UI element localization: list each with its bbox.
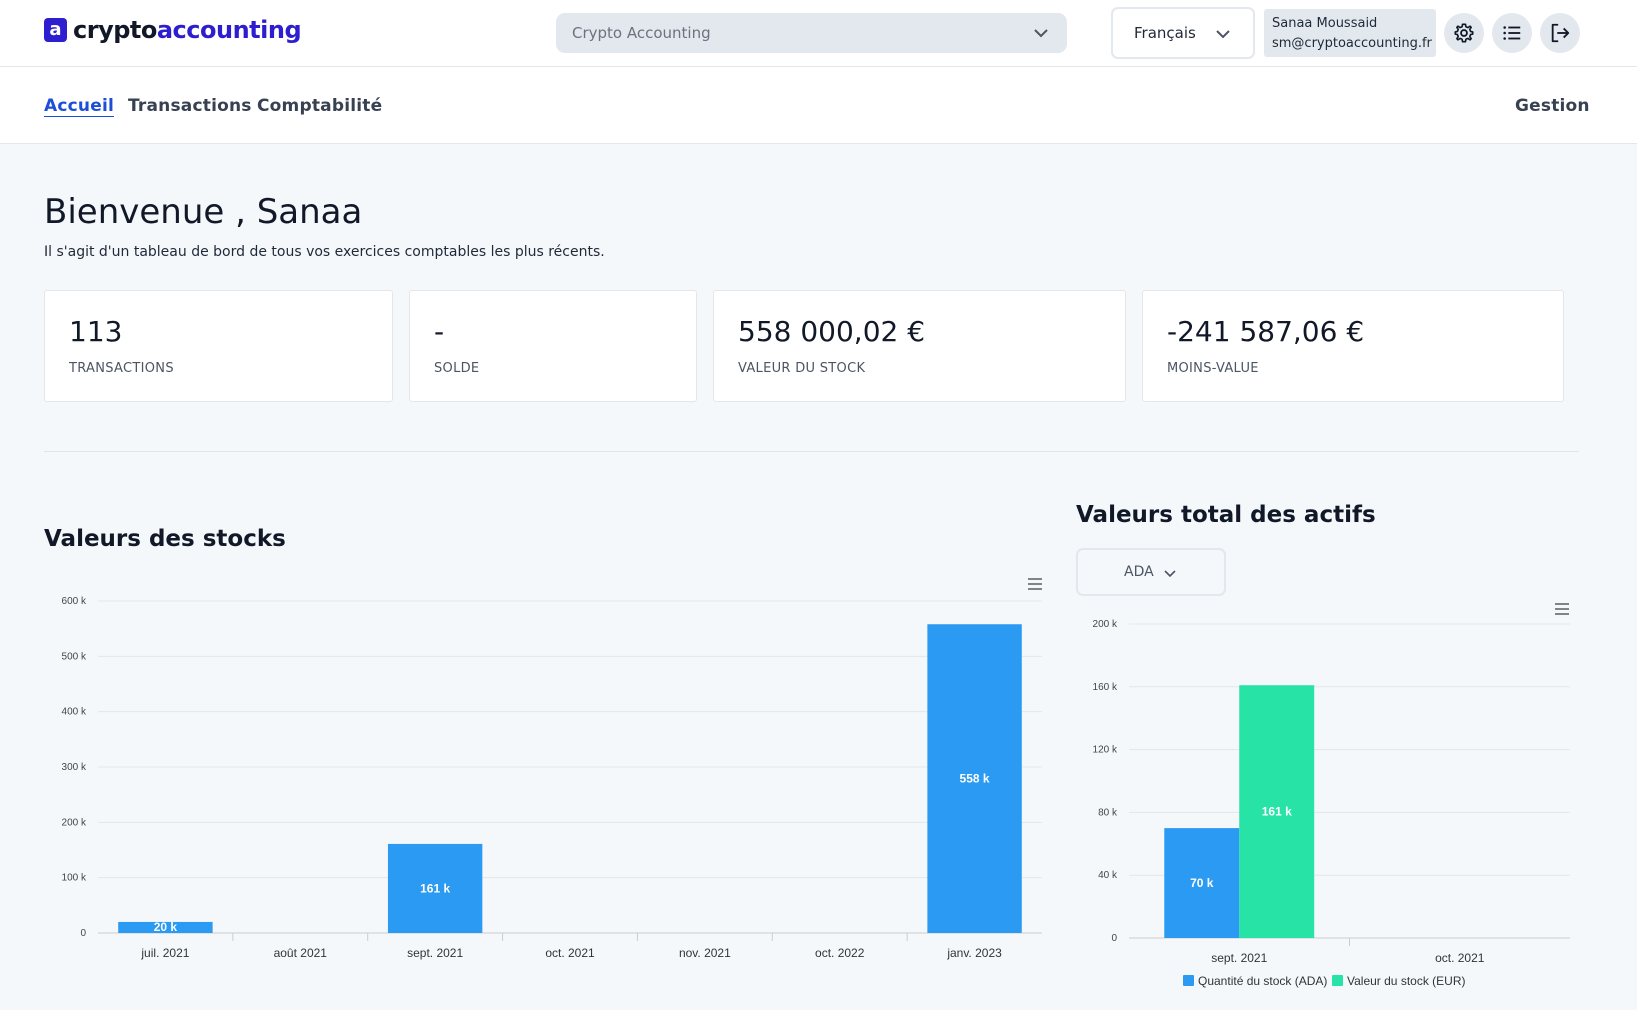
list-button[interactable] <box>1492 13 1532 53</box>
y-tick-label: 160 k <box>1093 682 1118 693</box>
page-title: Bienvenue , Sanaa <box>44 192 363 232</box>
y-tick-label: 80 k <box>1098 807 1118 818</box>
bar <box>1239 685 1315 938</box>
logo-text: cryptoaccounting <box>73 16 302 44</box>
stock-values-chart: 0 100 k 200 k 300 k 400 k 500 k 600 k juil. 202… <box>62 577 1043 960</box>
logo-mark: a <box>44 18 67 42</box>
x-tick-label: sept. 2021 <box>1211 951 1267 965</box>
language-select-value: Français <box>1134 24 1196 42</box>
stat-card-transactions: 113 TRANSACTIONS <box>44 290 393 402</box>
x-tick-label: sept. 2021 <box>407 946 463 960</box>
legend-label: Valeur du stock (EUR) <box>1347 974 1465 988</box>
x-tick-label: nov. 2021 <box>679 946 731 960</box>
logout-icon <box>1551 23 1570 43</box>
main-nav: Accueil Transactions Comptabilité Gestio… <box>0 67 1637 144</box>
y-tick-label: 500 k <box>62 651 87 662</box>
legend-swatch <box>1332 975 1343 986</box>
y-tick-label: 300 k <box>62 762 87 773</box>
stat-label: VALEUR DU STOCK <box>738 361 866 376</box>
asset-select[interactable]: ADA <box>1076 548 1226 596</box>
chevron-down-icon <box>1164 570 1176 578</box>
stock-chart-title: Valeurs des stocks <box>44 526 286 552</box>
page-subtitle: Il s'agit d'un tableau de bord de tous v… <box>44 244 605 260</box>
stat-value: -241 587,06 € <box>1167 315 1365 348</box>
logo[interactable]: a cryptoaccounting <box>44 16 302 44</box>
chevron-down-icon <box>1216 30 1230 39</box>
bar-data-label: 70 k <box>1190 876 1214 890</box>
stat-card-moins-value: -241 587,06 € MOINS-VALUE <box>1142 290 1564 402</box>
user-info[interactable]: Sanaa Moussaid sm@cryptoaccounting.fr <box>1264 9 1436 57</box>
x-tick-label: oct. 2021 <box>1435 951 1485 965</box>
nav-item-comptabilite[interactable]: Comptabilité <box>257 96 383 116</box>
user-name: Sanaa Moussaid <box>1272 16 1378 31</box>
bar <box>387 843 483 933</box>
language-select[interactable]: Français <box>1111 7 1255 59</box>
x-tick-label: oct. 2021 <box>545 946 595 960</box>
bar <box>927 624 1022 933</box>
chart-menu-icon[interactable] <box>1554 602 1570 616</box>
stat-label: TRANSACTIONS <box>69 361 174 376</box>
user-email: sm@cryptoaccounting.fr <box>1272 36 1432 51</box>
asset-values-chart: 0 40 k 80 k 120 k 160 k 200 k sept. 2021 70 k 16… <box>1093 602 1570 988</box>
stat-card-solde: - SOLDE <box>409 290 697 402</box>
bar-data-label: 161 k <box>420 881 450 895</box>
stat-value: - <box>434 315 445 348</box>
y-tick-label: 100 k <box>62 873 87 884</box>
y-tick-label: 200 k <box>1093 619 1118 630</box>
asset-select-value: ADA <box>1124 564 1154 580</box>
assets-chart-title: Valeurs total des actifs <box>1076 502 1376 528</box>
x-tick-label: août 2021 <box>274 946 328 960</box>
nav-item-accueil[interactable]: Accueil <box>44 96 114 116</box>
x-tick-label: juil. 2021 <box>140 946 189 960</box>
chevron-down-icon <box>1034 29 1048 38</box>
gear-icon <box>1454 23 1474 43</box>
bar <box>1164 828 1240 938</box>
company-select[interactable]: Crypto Accounting <box>556 13 1067 53</box>
stat-label: MOINS-VALUE <box>1167 361 1259 376</box>
logout-button[interactable] <box>1540 13 1580 53</box>
x-tick-label: oct. 2022 <box>815 946 865 960</box>
settings-button[interactable] <box>1444 13 1484 53</box>
legend-label: Quantité du stock (ADA) <box>1198 974 1327 988</box>
y-tick-label: 0 <box>80 928 86 939</box>
bar-data-label: 20 k <box>154 920 178 934</box>
y-tick-label: 400 k <box>62 707 87 718</box>
bar <box>118 921 213 933</box>
y-tick-label: 0 <box>1111 933 1117 944</box>
company-select-value: Crypto Accounting <box>572 24 711 42</box>
stat-value: 113 <box>69 315 123 348</box>
bar-data-label: 558 k <box>960 772 990 786</box>
y-tick-label: 200 k <box>62 817 87 828</box>
bar-data-label: 161 k <box>1262 805 1292 819</box>
stat-card-valeur-stock: 558 000,02 € VALEUR DU STOCK <box>713 290 1126 402</box>
list-icon <box>1503 26 1521 40</box>
nav-item-gestion[interactable]: Gestion <box>1515 96 1590 116</box>
section-divider <box>44 451 1579 452</box>
y-tick-label: 600 k <box>62 596 87 607</box>
top-bar: a cryptoaccounting Crypto Accounting Fra… <box>0 0 1637 67</box>
stat-label: SOLDE <box>434 361 480 376</box>
chart-menu-icon[interactable] <box>1027 577 1043 591</box>
x-tick-label: janv. 2023 <box>946 946 1002 960</box>
stat-value: 558 000,02 € <box>738 315 926 348</box>
legend-swatch <box>1183 975 1194 986</box>
y-tick-label: 40 k <box>1098 870 1118 881</box>
y-tick-label: 120 k <box>1093 745 1118 756</box>
nav-item-transactions[interactable]: Transactions <box>128 96 252 116</box>
